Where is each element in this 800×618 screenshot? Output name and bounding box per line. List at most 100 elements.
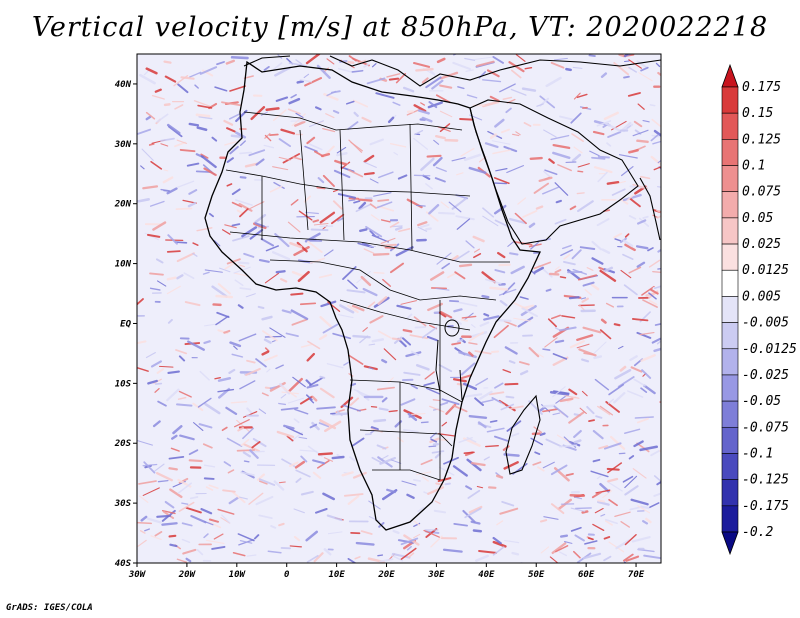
field-streak [618, 54, 625, 58]
field-streak [142, 185, 159, 190]
field-streak [239, 496, 248, 500]
field-streak [298, 210, 313, 221]
field-streak [503, 145, 518, 153]
field-streak [203, 340, 211, 345]
field-streak [427, 101, 443, 109]
field-streak [649, 104, 656, 107]
field-streak [474, 56, 493, 60]
field-streak [633, 378, 646, 387]
field-streak [377, 330, 392, 339]
field-streak [524, 66, 533, 70]
field-streak [629, 506, 640, 511]
field-streak [454, 250, 470, 262]
field-streak [389, 142, 407, 148]
field-streak [434, 500, 441, 505]
field-streak [193, 422, 204, 432]
field-streak [194, 84, 199, 89]
field-streak [624, 485, 639, 496]
field-streak [504, 539, 520, 544]
field-streak [288, 97, 301, 105]
field-streak [641, 369, 652, 379]
colorbar-label: 0.05 [742, 211, 773, 226]
map-title: Vertical velocity [m/s] at 850hPa, VT: 2… [31, 12, 769, 43]
field-streak [231, 201, 243, 208]
field-streak [550, 503, 565, 515]
field-streak [528, 347, 540, 358]
field-streak [176, 180, 195, 189]
field-streak [613, 392, 626, 404]
field-streak [178, 355, 186, 362]
field-streak [198, 423, 213, 429]
field-streak [140, 515, 148, 522]
field-streak [520, 305, 537, 317]
field-streak [543, 516, 559, 520]
field-streak [431, 450, 445, 454]
field-streak [649, 502, 660, 508]
field-streak [274, 66, 292, 77]
field-streak [572, 66, 583, 69]
field-streak [213, 533, 224, 540]
field-streak [336, 146, 347, 154]
field-streak [242, 451, 251, 458]
field-streak [576, 343, 590, 349]
field-streak [562, 244, 572, 250]
field-streak [592, 523, 605, 532]
field-streak [185, 557, 192, 563]
lat-tick-label: 10N [115, 260, 132, 270]
colorbar-segment [721, 165, 739, 193]
field-streak [543, 170, 552, 178]
lon-tick-label: 0 [284, 570, 290, 580]
field-streak [492, 540, 507, 548]
field-streak [465, 69, 474, 72]
field-streak [305, 394, 313, 401]
field-streak [595, 415, 603, 419]
field-streak [208, 484, 219, 490]
field-streak [243, 460, 250, 463]
field-streak [377, 198, 390, 202]
field-streak [368, 367, 374, 370]
field-streak [496, 474, 504, 479]
field-streak [137, 298, 144, 306]
field-streak [595, 489, 611, 494]
field-streak [281, 386, 297, 398]
field-streak [291, 270, 306, 278]
field-streak [370, 406, 378, 408]
field-streak [577, 274, 598, 281]
field-streak [403, 428, 419, 433]
field-streak [323, 548, 332, 556]
field-streak [347, 279, 358, 290]
field-streak [559, 276, 567, 279]
colorbar-label: -0.1 [742, 446, 773, 461]
field-streak [413, 137, 429, 150]
field-streak [258, 514, 273, 520]
field-streak [479, 321, 490, 327]
field-streak [555, 266, 560, 270]
field-streak [369, 138, 384, 146]
field-streak [494, 435, 509, 442]
field-streak [263, 338, 272, 344]
field-streak [606, 142, 612, 147]
field-streak [532, 461, 542, 466]
lat-tick-label: 20N [114, 200, 132, 210]
field-streak [148, 143, 155, 146]
field-streak [243, 75, 254, 79]
field-streak [327, 301, 341, 312]
field-streak [394, 226, 403, 231]
field-streak [149, 287, 161, 291]
field-streak [322, 127, 336, 133]
field-streak [154, 382, 163, 385]
field-streak [150, 535, 162, 541]
field-streak [452, 61, 472, 71]
field-streak [318, 422, 330, 428]
field-streak [472, 235, 485, 243]
field-streak [579, 304, 585, 311]
field-streak [309, 257, 326, 264]
field-streak [493, 177, 510, 185]
field-streak [203, 167, 217, 177]
lat-tick-label: 40S [115, 559, 132, 569]
field-streak [247, 201, 265, 210]
field-streak [555, 545, 569, 553]
colorbar-segment [721, 348, 739, 376]
field-streak [347, 354, 364, 365]
field-streak [415, 364, 430, 371]
